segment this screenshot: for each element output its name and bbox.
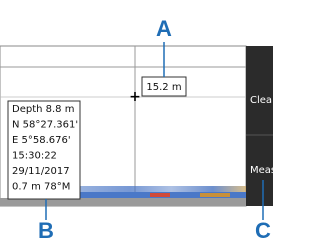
readout-line: 29/11/2017 [12, 166, 70, 177]
callout: B [38, 218, 54, 243]
menu-panel [246, 46, 273, 206]
sonar-view: + 15.2 m Depth 8.8 m N 58°27.361' E 5°58.6… [0, 0, 273, 243]
readout-line: 0.7 m 78°M [12, 182, 70, 193]
readout-line: Depth 8.8 m [12, 104, 74, 115]
readout-line: 15:30:22 [12, 151, 57, 162]
bottom-echo [150, 193, 170, 197]
clear-button[interactable]: Clea [250, 95, 272, 106]
bottom-echo [200, 193, 230, 197]
measure-button[interactable]: Meas [250, 165, 273, 176]
callout: C [255, 218, 271, 243]
cursor-depth: 15.2 m [146, 82, 181, 93]
cursor: + [129, 89, 141, 105]
readout-line: E 5°58.676' [12, 135, 71, 146]
screenshot: + 15.2 m Depth 8.8 m N 58°27.361' E 5°58.6… [0, 0, 273, 243]
callout: A [156, 16, 172, 41]
bottom-echo [80, 186, 246, 192]
readout-line: N 58°27.361' [12, 120, 78, 131]
